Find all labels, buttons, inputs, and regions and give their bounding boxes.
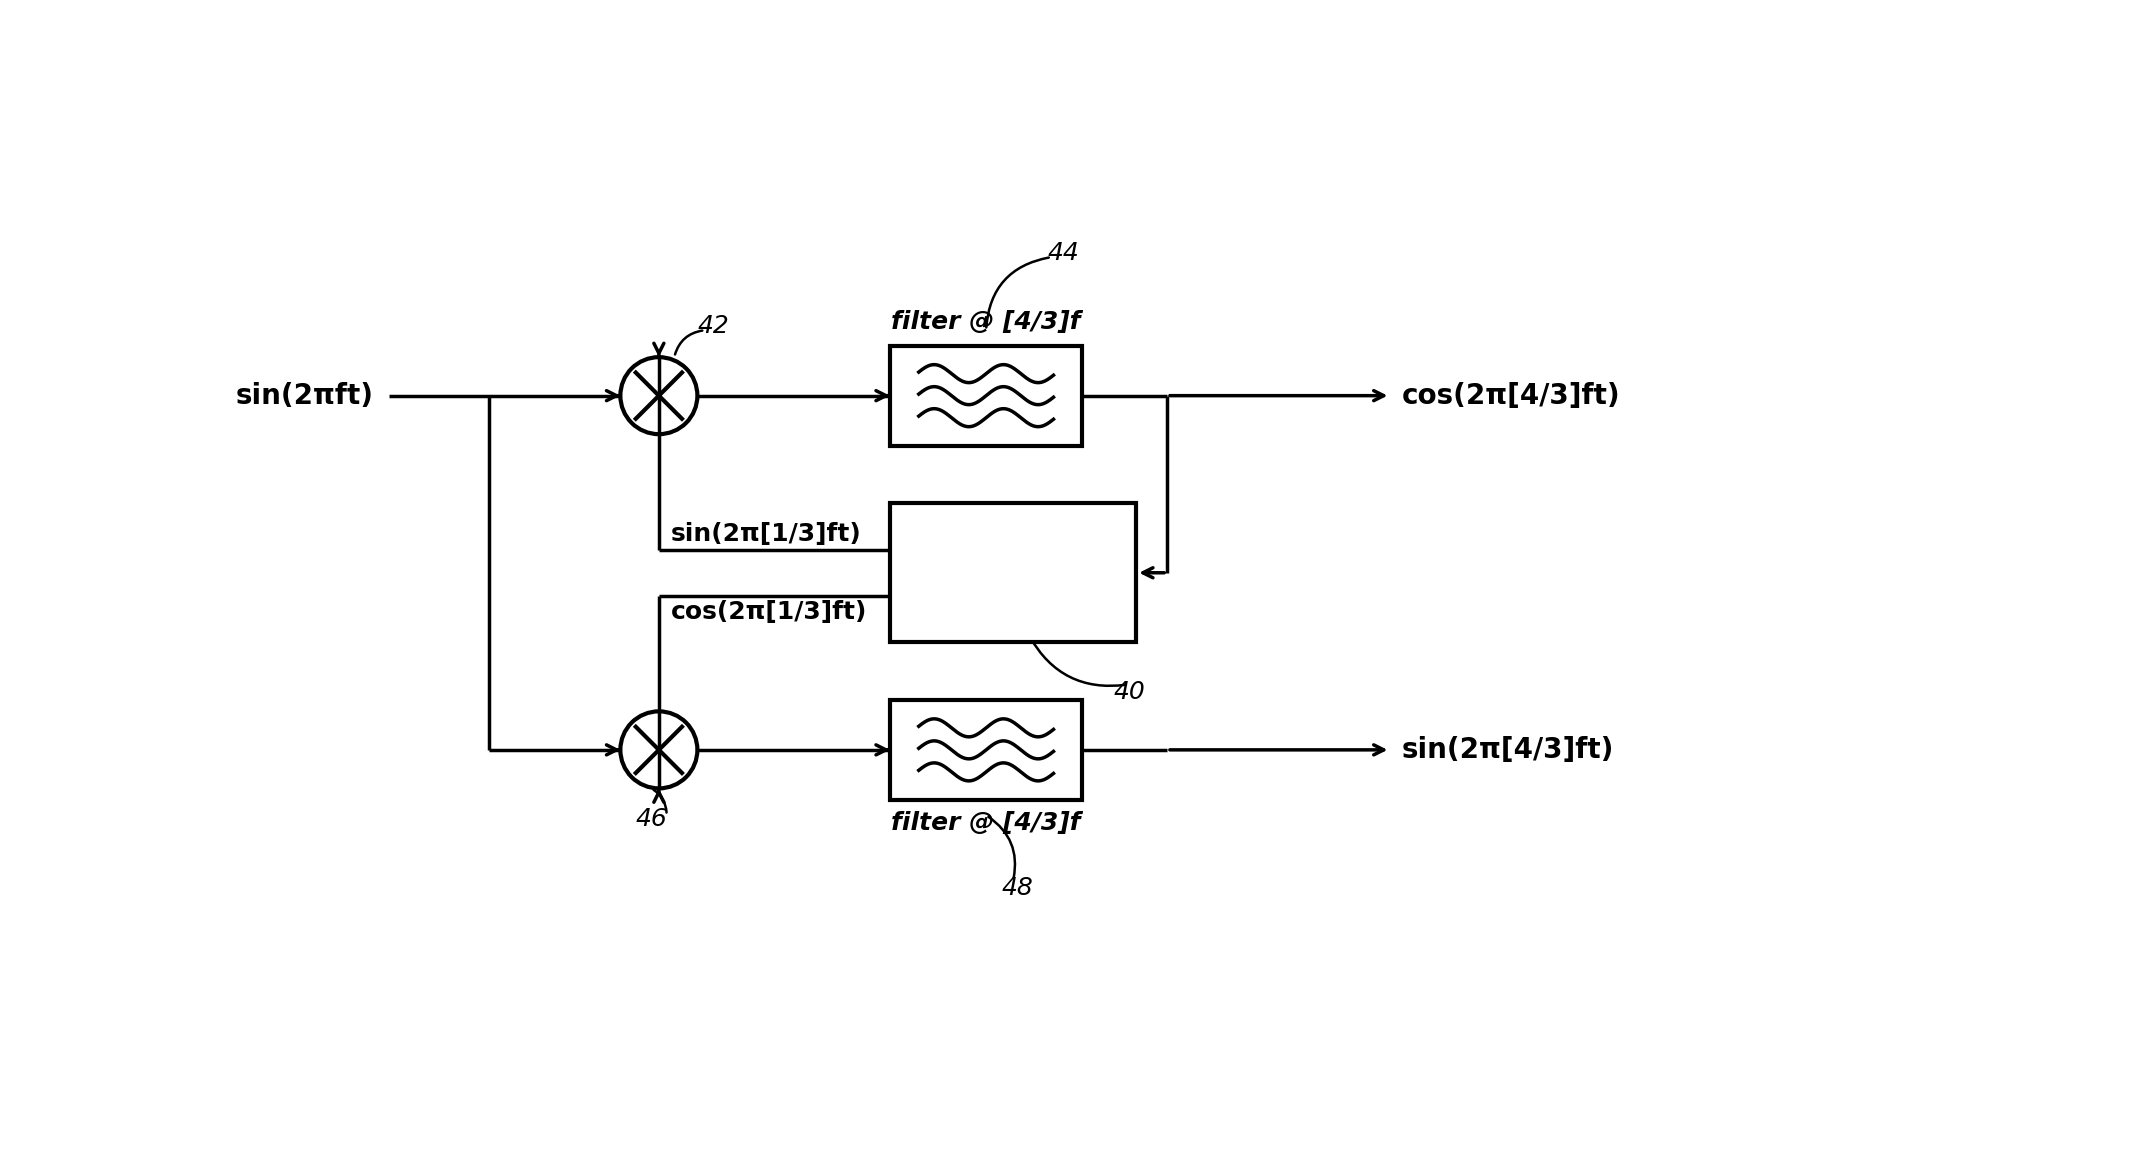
Bar: [889, 699, 1083, 800]
Text: 44: 44: [1048, 241, 1080, 265]
Text: 46: 46: [636, 807, 668, 831]
Text: sin(2π[4/3]ft): sin(2π[4/3]ft): [1403, 736, 1615, 764]
Bar: [889, 503, 1136, 642]
Text: sin(2πft): sin(2πft): [236, 382, 374, 410]
Text: DIVIDED: DIVIDED: [954, 541, 1072, 565]
Text: filter @ [4/3]f: filter @ [4/3]f: [891, 811, 1080, 835]
Text: cos(2π[1/3]ft): cos(2π[1/3]ft): [670, 600, 868, 623]
Text: sin(2π[1/3]ft): sin(2π[1/3]ft): [670, 522, 861, 546]
Text: BY 4: BY 4: [982, 587, 1044, 612]
Text: 40: 40: [1113, 680, 1145, 704]
Text: cos(2π[4/3]ft): cos(2π[4/3]ft): [1403, 382, 1620, 410]
Text: 42: 42: [698, 314, 728, 338]
Bar: [889, 345, 1083, 445]
Text: 48: 48: [1001, 876, 1033, 900]
Text: filter @ [4/3]f: filter @ [4/3]f: [891, 310, 1080, 334]
